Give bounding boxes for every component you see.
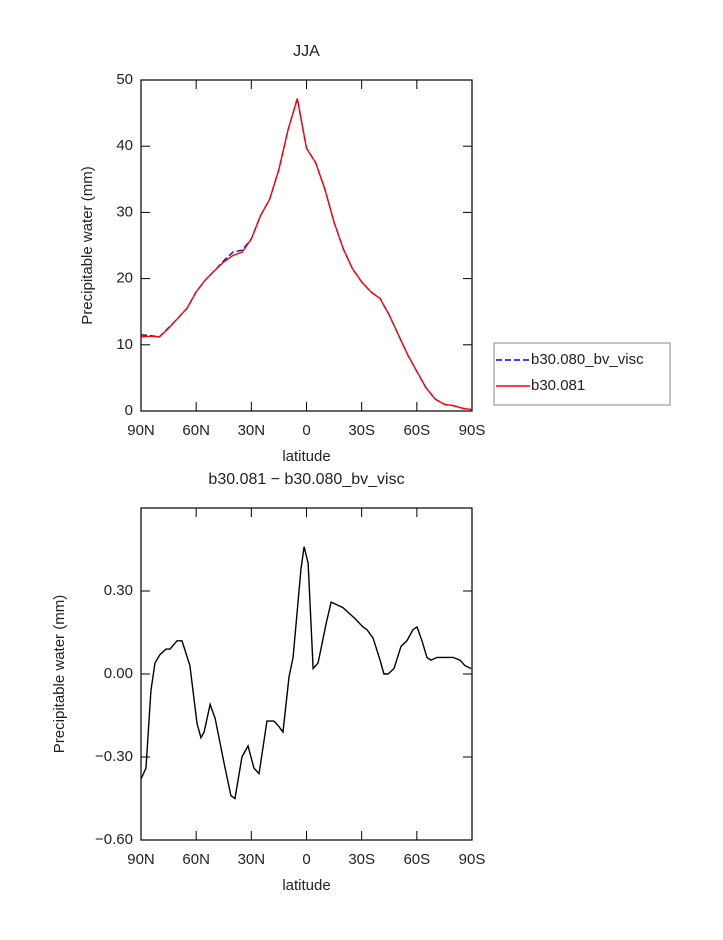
legend-label: b30.080_bv_visc bbox=[531, 351, 644, 368]
data-line bbox=[140, 98, 473, 411]
x-axis-label: latitude bbox=[282, 448, 330, 465]
chart-title: JJA bbox=[293, 43, 320, 60]
x-tick-label: 30S bbox=[348, 851, 375, 868]
x-tick-label: 30N bbox=[238, 851, 266, 868]
y-tick-label: 50 bbox=[116, 71, 133, 88]
x-tick-label: 60N bbox=[182, 851, 210, 868]
y-axis-label: Precipitable water (mm) bbox=[79, 166, 96, 324]
x-axis-label: latitude bbox=[282, 877, 330, 894]
x-tick-label: 30N bbox=[238, 422, 266, 439]
legend-box bbox=[493, 342, 671, 406]
x-tick-label: 90S bbox=[459, 851, 486, 868]
x-tick-label: 60N bbox=[182, 422, 210, 439]
y-axis-label: Precipitable water (mm) bbox=[51, 595, 68, 753]
y-tick-label: 20 bbox=[116, 270, 133, 287]
y-tick-label: 0.30 bbox=[104, 582, 133, 599]
legend-label: b30.081 bbox=[531, 377, 585, 394]
chart-title: b30.081 − b30.080_bv_visc bbox=[208, 471, 404, 488]
x-tick-label: 60S bbox=[403, 851, 430, 868]
x-tick-label: 0 bbox=[302, 422, 310, 439]
y-tick-label: 30 bbox=[116, 203, 133, 220]
x-tick-label: 90N bbox=[127, 851, 155, 868]
x-tick-label: 60S bbox=[403, 422, 430, 439]
y-tick-label: 0.00 bbox=[104, 665, 133, 682]
y-tick-label: 40 bbox=[116, 137, 133, 154]
x-tick-label: 90N bbox=[127, 422, 155, 439]
x-tick-label: 0 bbox=[302, 851, 310, 868]
y-tick-label: 10 bbox=[116, 336, 133, 353]
plot-frame bbox=[140, 79, 473, 412]
y-tick-label: 0 bbox=[125, 402, 133, 419]
y-tick-label: −0.60 bbox=[95, 831, 133, 848]
y-tick-label: −0.30 bbox=[95, 748, 133, 765]
data-line bbox=[140, 546, 472, 800]
x-tick-label: 90S bbox=[459, 422, 486, 439]
x-tick-label: 30S bbox=[348, 422, 375, 439]
